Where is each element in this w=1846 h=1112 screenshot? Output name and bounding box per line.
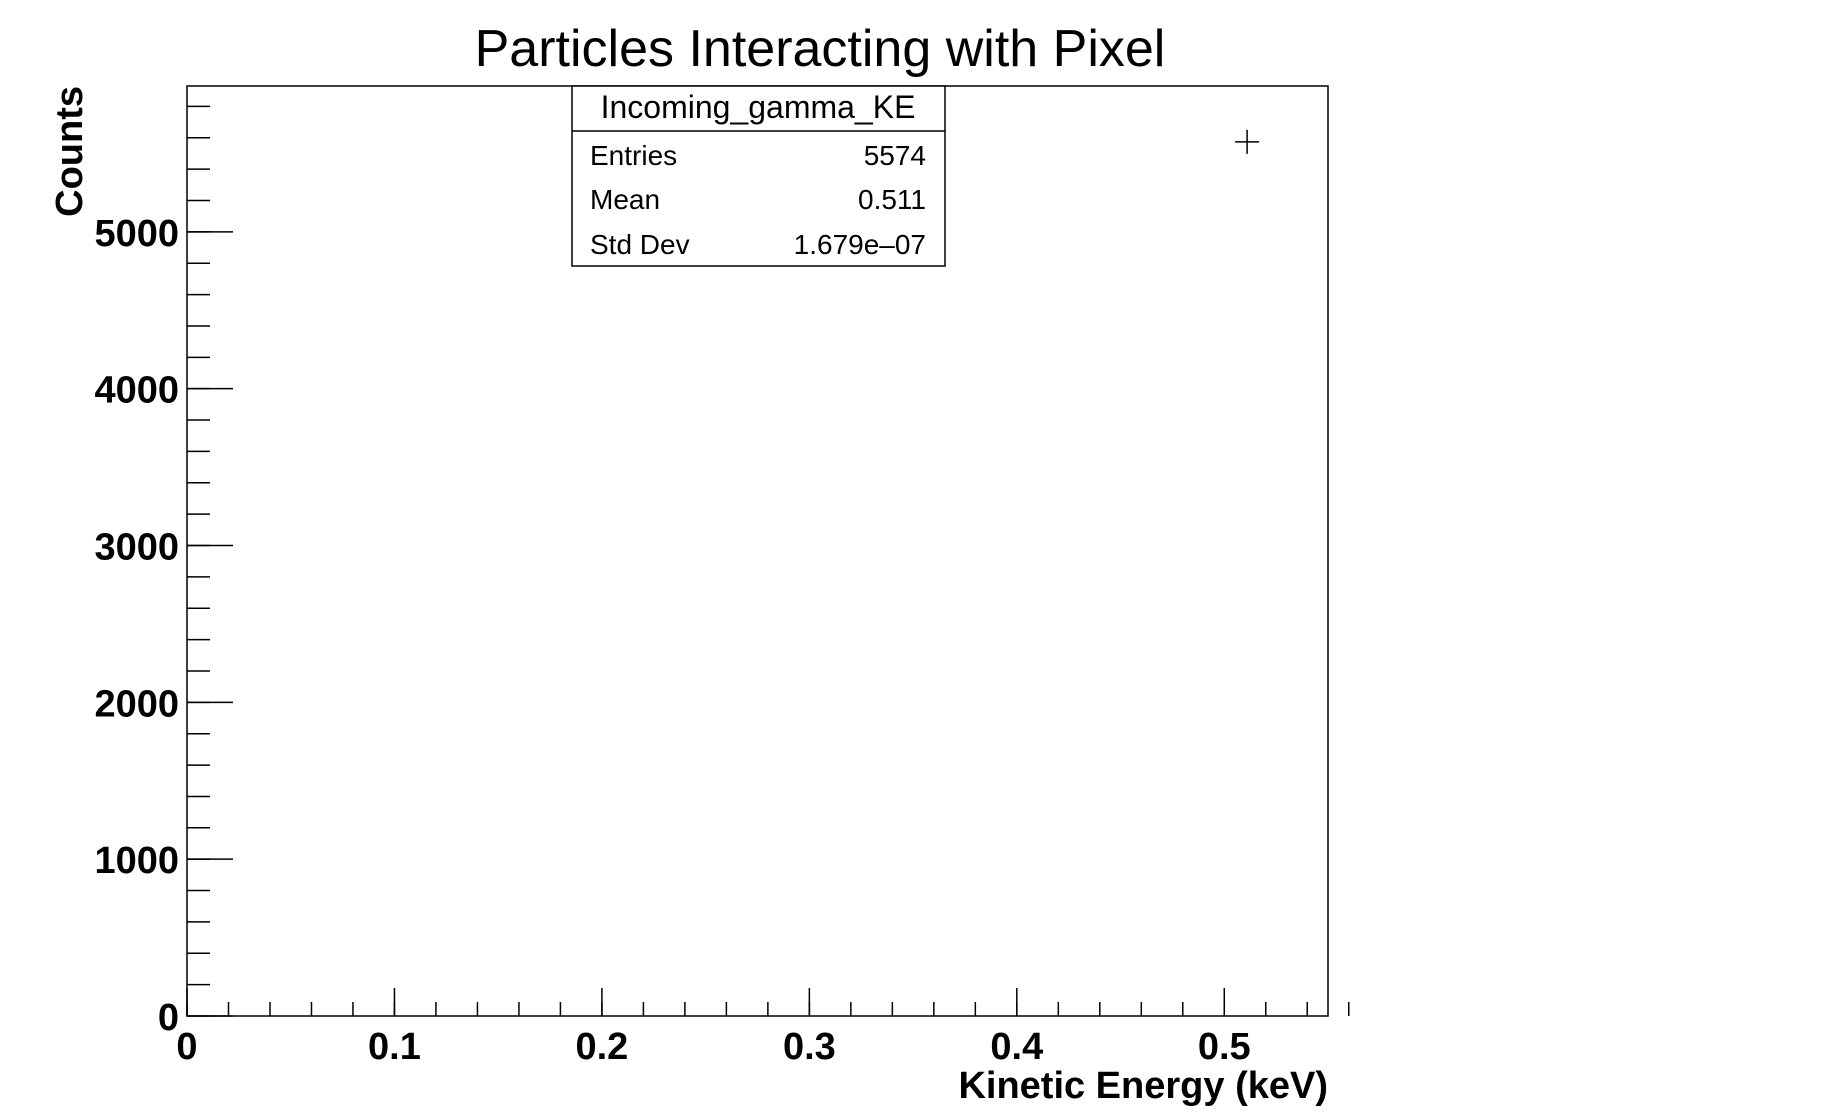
x-tick-label: 0 [176, 1026, 197, 1068]
x-axis-label: Kinetic Energy (keV) [958, 1065, 1328, 1107]
y-axis-tick-labels: 0 1000 2000 3000 4000 5000 [94, 213, 179, 1039]
x-tick-label: 0.5 [1198, 1026, 1251, 1068]
y-tick-label: 4000 [94, 370, 179, 412]
x-tick-label: 0.3 [783, 1026, 836, 1068]
x-tick-label: 0.1 [368, 1026, 421, 1068]
stats-box-frame [571, 85, 946, 267]
y-tick-label: 1000 [94, 840, 179, 882]
stats-stddev-value: 1.679e–07 [794, 229, 926, 260]
y-axis-label: Counts [49, 86, 91, 217]
y-tick-label: 5000 [94, 213, 179, 255]
data-points [1235, 129, 1260, 154]
y-tick-label: 0 [158, 997, 179, 1039]
stats-box: Incoming_gamma_KE Entries 5574 Mean 0.51… [571, 85, 946, 267]
stats-entries-value: 5574 [864, 140, 926, 171]
y-tick-label: 3000 [94, 527, 179, 569]
x-axis-tick-labels: 0 0.1 0.2 0.3 0.4 0.5 [176, 1026, 1250, 1068]
y-axis-ticks [187, 105, 233, 1017]
x-tick-label: 0.2 [575, 1026, 628, 1068]
data-point [1235, 129, 1260, 154]
x-axis-ticks [186, 988, 1350, 1016]
stats-stddev-label: Std Dev [590, 229, 690, 260]
stats-mean-value: 0.511 [858, 184, 926, 215]
y-tick-label: 2000 [94, 683, 179, 725]
stats-box-name: Incoming_gamma_KE [601, 89, 916, 125]
stats-entries-label: Entries [590, 140, 677, 171]
x-tick-label: 0.4 [990, 1026, 1043, 1068]
chart-title: Particles Interacting with Pixel [475, 20, 1166, 78]
stats-mean-label: Mean [590, 184, 660, 215]
